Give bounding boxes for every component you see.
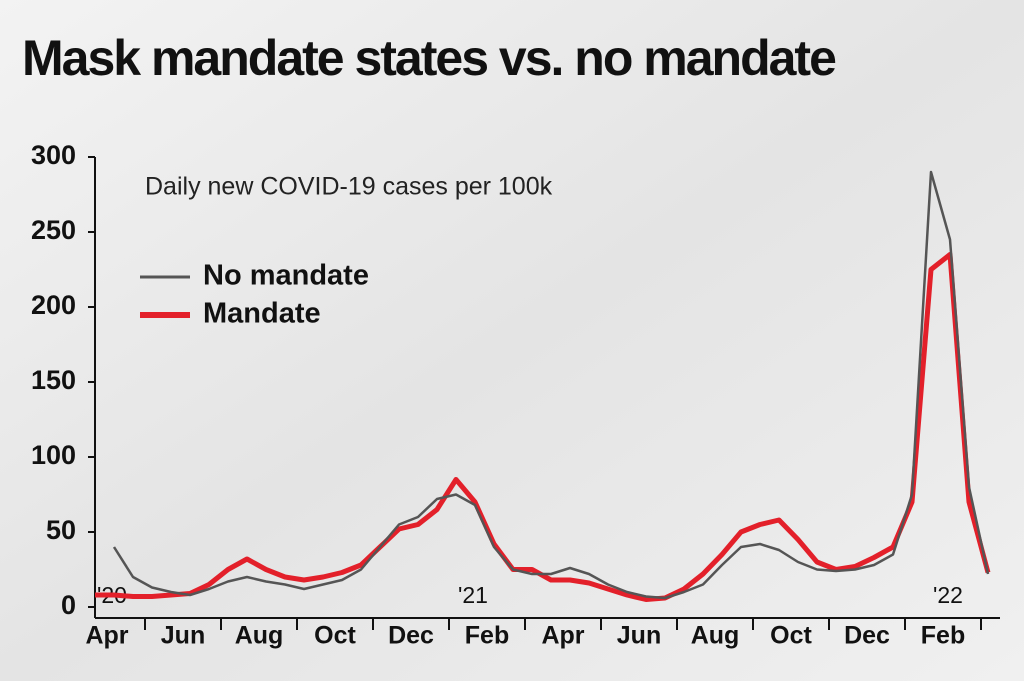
x-tick-label: Feb [465, 622, 509, 650]
year-label: '21 [458, 582, 488, 608]
x-tick-label: Jun [617, 622, 661, 650]
series-line [112, 170, 990, 600]
y-tick-label: 250 [31, 215, 76, 245]
y-tick-label: 300 [31, 140, 76, 170]
x-tick-label: Dec [844, 622, 890, 650]
y-tick-label: 0 [61, 590, 76, 620]
legend-label: No mandate [203, 260, 369, 292]
x-tick-label: Jun [161, 622, 205, 650]
y-tick-label: 100 [31, 440, 76, 470]
chart-subtitle: Daily new COVID-19 cases per 100k [145, 173, 553, 201]
legend-label: Mandate [203, 298, 321, 330]
x-tick-label: Oct [314, 622, 356, 650]
y-tick-label: 200 [31, 290, 76, 320]
x-tick-label: Feb [921, 622, 965, 650]
x-tick-label: Aug [691, 622, 740, 650]
year-label: '22 [933, 582, 963, 608]
x-tick-label: Oct [770, 622, 812, 650]
chart-title: Mask mandate states vs. no mandate [22, 30, 836, 86]
x-tick-label: Dec [388, 622, 434, 650]
x-tick-label: Apr [85, 622, 128, 650]
x-tick-label: Apr [541, 622, 584, 650]
y-tick-label: 50 [46, 515, 76, 545]
y-tick-label: 150 [31, 365, 76, 395]
x-tick-label: Aug [235, 622, 284, 650]
